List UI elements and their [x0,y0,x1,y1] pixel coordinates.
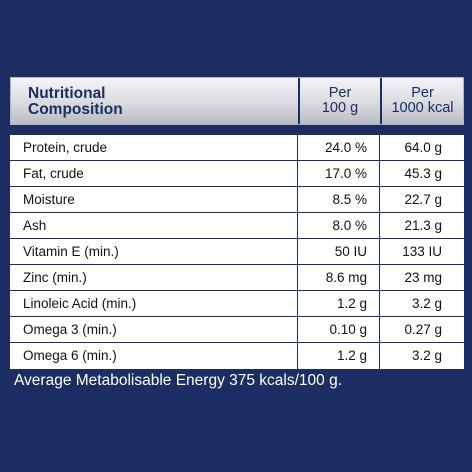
table-header: Nutritional Composition Per 100 g Per 10… [10,77,464,125]
value-per-1000kcal: 22.7 g [379,187,464,212]
nutrient-label: Omega 3 (min.) [23,322,117,337]
table-row: Fat, crude 17.0 % 45.3 g [10,161,464,187]
header-composition-line1: Nutritional [28,85,106,102]
value-per-100g: 8.6 mg [297,265,379,290]
table-row: Ash 8.0 % 21.3 g [10,213,464,239]
value-per-1000kcal: 0.27 g [379,317,464,342]
header-per-1000kcal: Per 1000 kcal [380,78,463,124]
value-per-100g: 1.2 g [297,291,379,316]
value-per-1000kcal: 45.3 g [379,161,464,186]
value-per-1000kcal: 21.3 g [379,213,464,238]
table-row: Protein, crude 24.0 % 64.0 g [10,135,464,161]
nutrient-label: Fat, crude [23,166,84,181]
value-per-1000kcal: 64.0 g [379,135,464,160]
value-per-100g: 1.2 g [297,343,379,369]
energy-footnote: Average Metabolisable Energy 375 kcals/1… [14,372,343,389]
value-per-1000kcal: 3.2 g [379,343,464,369]
header-composition-line2: Composition [28,101,123,118]
nutrient-label: Omega 6 (min.) [23,348,117,363]
value-per-100g: 8.0 % [297,213,379,238]
header-composition: Nutritional Composition [11,78,298,124]
table-row: Vitamin E (min.) 50 IU 133 IU [10,239,464,265]
header-per-1000kcal-line1: Per [411,85,434,101]
value-per-100g: 24.0 % [297,135,379,160]
value-per-100g: 50 IU [297,239,379,264]
table-row: Omega 3 (min.) 0.10 g 0.27 g [10,317,464,343]
table-row: Zinc (min.) 8.6 mg 23 mg [10,265,464,291]
value-per-100g: 0.10 g [297,317,379,342]
value-per-1000kcal: 133 IU [379,239,464,264]
value-per-100g: 8.5 % [297,187,379,212]
nutrient-label: Zinc (min.) [23,270,87,285]
value-per-1000kcal: 23 mg [379,265,464,290]
nutrient-label: Ash [23,218,47,233]
nutrition-table: Nutritional Composition Per 100 g Per 10… [10,77,464,369]
nutrient-label: Protein, crude [23,140,108,155]
table-row: Linoleic Acid (min.) 1.2 g 3.2 g [10,291,464,317]
nutrient-label: Vitamin E (min.) [23,244,119,259]
header-per-1000kcal-line2: 1000 kcal [391,100,454,116]
nutrient-label: Moisture [23,192,75,207]
table-row: Moisture 8.5 % 22.7 g [10,187,464,213]
nutrient-label: Linoleic Acid (min.) [23,296,137,311]
table-row: Omega 6 (min.) 1.2 g 3.2 g [10,343,464,369]
header-per-100g-line2: 100 g [321,100,359,116]
table-body: Protein, crude 24.0 % 64.0 g Fat, crude … [10,135,464,369]
header-per-100g-line1: Per [328,85,352,101]
header-per-100g: Per 100 g [298,78,380,124]
value-per-1000kcal: 3.2 g [379,291,464,316]
value-per-100g: 17.0 % [297,161,379,186]
